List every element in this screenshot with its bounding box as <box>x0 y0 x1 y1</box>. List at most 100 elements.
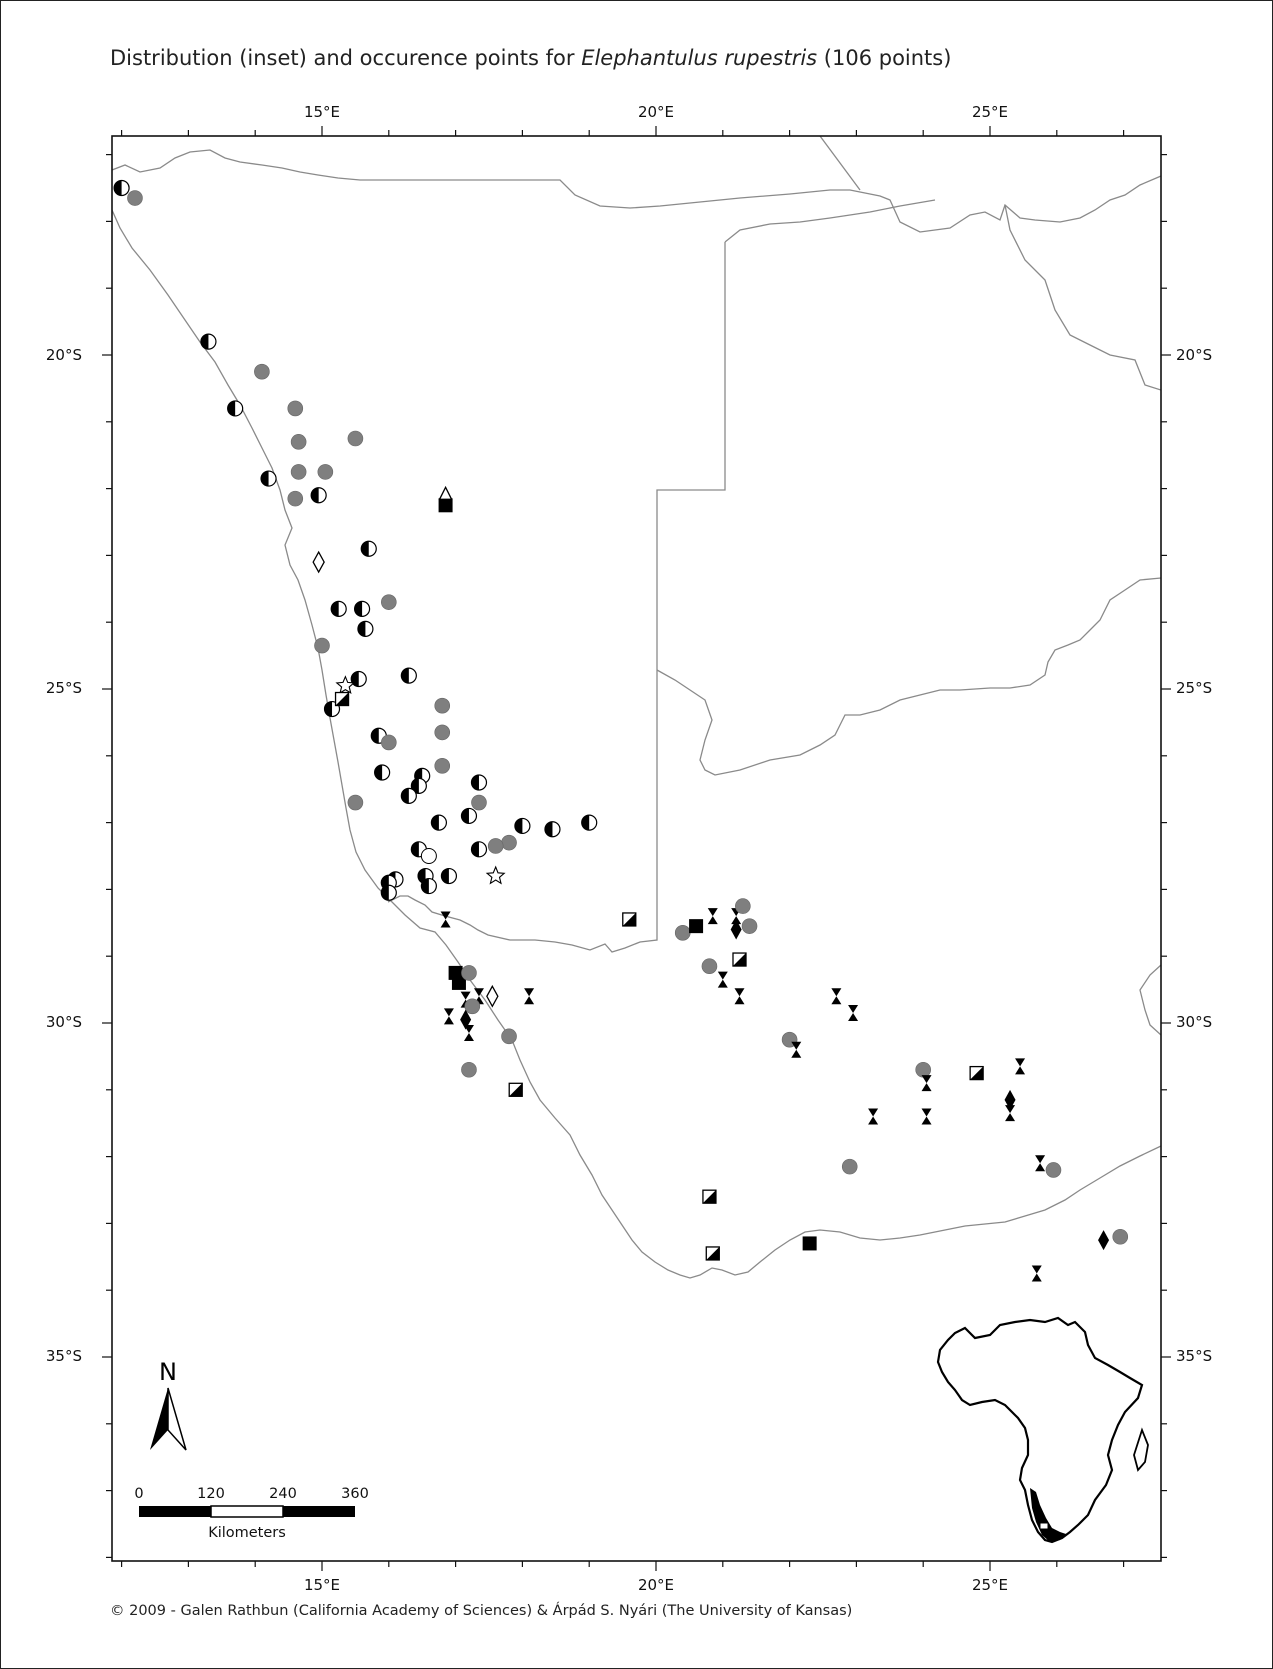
occurrence-point-hourglass <box>734 988 745 1005</box>
occurrence-point-circle <box>314 637 330 654</box>
lat-label-left-30s: 30°S <box>46 1013 82 1031</box>
occurrence-point-halfcircle <box>113 179 130 197</box>
occurrence-point-halfcircle <box>374 764 391 781</box>
occurrence-point-circle <box>287 490 304 507</box>
occurrence-point-circle <box>735 898 751 914</box>
border-northeast <box>819 136 861 191</box>
occurrence-point-square-half <box>732 952 747 967</box>
occurrence-point-circle <box>461 1061 477 1078</box>
lat-label-left-25s: 25°S <box>46 679 82 697</box>
title-species: Elephantulus rupestris <box>581 46 818 70</box>
occurrence-point-circle <box>741 918 758 934</box>
occurrence-point-hourglass <box>440 911 451 928</box>
occurrence-point-halfcircle <box>400 667 417 684</box>
occurrence-point-hourglass <box>524 988 535 1005</box>
occurrence-point-circle <box>380 734 397 751</box>
north-arrow-left-half <box>150 1388 168 1450</box>
occurrence-points <box>113 179 1129 1282</box>
border-botswana-south-africa <box>656 577 1161 776</box>
scale-tick-360: 360 <box>341 1486 369 1502</box>
occurrence-point-square-half <box>508 1082 523 1097</box>
occurrence-point-halfcircle <box>420 877 437 895</box>
scale-unit: Kilometers <box>208 1525 286 1541</box>
graticule-labels: 15°E 20°E 25°E 15°E 20°E 25°E 20°S 25°S … <box>46 103 1212 1594</box>
occurrence-point-halfcircle <box>350 670 367 688</box>
lon-label-bottom-25e: 25°E <box>972 1576 1008 1594</box>
occurrence-point-square <box>438 498 453 513</box>
occurrence-point-circle <box>461 965 477 981</box>
occurrence-point-circle <box>317 464 334 480</box>
border-namibia-botswana-north <box>724 199 936 243</box>
occurrence-point-circle <box>254 363 270 380</box>
scale-segment-1 <box>139 1506 211 1517</box>
occurrence-point-square-half <box>622 912 637 927</box>
lon-label-bottom-15e: 15°E <box>304 1576 340 1594</box>
occurrence-point-hourglass <box>868 1108 879 1125</box>
occurrence-point-circle-open <box>420 848 437 864</box>
occurrence-point-halfcircle <box>380 884 397 901</box>
occurrence-point-halfcircle <box>400 787 417 804</box>
occurrence-point-square-half <box>334 691 350 707</box>
lat-label-right-30s: 30°S <box>1176 1013 1212 1031</box>
occurrence-point-square-half <box>702 1189 717 1204</box>
occurrence-point-circle <box>127 190 143 206</box>
occurrence-point-circle <box>380 594 397 610</box>
occurrence-point-circle <box>434 697 451 714</box>
occurrence-point-hourglass <box>848 1004 859 1021</box>
occurrence-point-circle <box>1045 1162 1062 1178</box>
inset-madagascar <box>1133 1427 1149 1472</box>
lon-label-top-25e: 25°E <box>972 103 1008 121</box>
occurrence-point-halfcircle <box>310 487 327 504</box>
occurrence-point-square-half <box>969 1065 984 1081</box>
occurrence-point-halfcircle <box>470 841 488 858</box>
lon-label-top-15e: 15°E <box>304 103 340 121</box>
occurrence-point-halfcircle <box>430 814 447 831</box>
occurrence-point-circle <box>464 998 481 1015</box>
occurrence-point-circle <box>287 400 304 417</box>
occurrence-point-halfcircle <box>330 600 347 617</box>
occurrence-point-halfcircle <box>470 774 488 791</box>
lat-label-left-35s: 35°S <box>46 1347 82 1365</box>
occurrence-point-circle <box>290 434 307 450</box>
occurrence-point-circle <box>501 1028 517 1045</box>
occurrence-point-halfcircle <box>410 777 427 794</box>
graticule-ticks <box>102 126 1171 1571</box>
scale-tick-120: 120 <box>197 1486 225 1502</box>
occurrence-point-hourglass <box>791 1041 802 1058</box>
occurrence-point-circle <box>841 1158 858 1175</box>
occurrence-point-hourglass <box>1005 1105 1016 1122</box>
occurrence-point-halfcircle <box>440 867 458 885</box>
lat-label-right-20s: 20°S <box>1176 346 1212 364</box>
occurrence-point-hourglass <box>1035 1155 1046 1172</box>
occurrence-point-circle <box>501 834 517 851</box>
north-arrow: N <box>150 1358 187 1451</box>
lon-label-bottom-20e: 20°E <box>638 1576 674 1594</box>
coastline <box>112 149 1161 233</box>
scale-tick-240: 240 <box>269 1486 297 1502</box>
occurrence-point-halfcircle <box>544 821 561 838</box>
occurrence-point-halfcircle <box>360 540 377 557</box>
occurrence-point-hourglass <box>1031 1265 1042 1282</box>
map-frame <box>111 135 1162 1562</box>
occurrence-point-halfcircle <box>581 814 598 831</box>
lat-label-right-35s: 35°S <box>1176 1347 1212 1365</box>
occurrence-point-triangle <box>438 485 453 500</box>
occurrence-point-circle <box>1112 1228 1129 1245</box>
occurrence-point-circle <box>434 724 451 741</box>
occurrence-point-hourglass <box>1015 1058 1026 1075</box>
border-namibia-botswana <box>387 242 726 953</box>
west-coast <box>112 209 1161 1279</box>
occurrence-point-halfcircle <box>227 400 244 417</box>
occurrence-point-circle <box>290 464 307 480</box>
occurrence-point-halfcircle <box>200 333 217 350</box>
occurrence-point-square-half <box>705 1246 720 1261</box>
occurrence-point-star <box>485 865 506 885</box>
border-zimbabwe <box>1004 204 1161 391</box>
occurrence-point-square <box>802 1236 817 1251</box>
scale-segment-2 <box>210 1505 284 1518</box>
occurrence-point-circle <box>434 758 451 774</box>
lat-label-left-20s: 20°S <box>46 346 82 364</box>
occurrence-point-diamond-filled <box>460 1009 472 1030</box>
